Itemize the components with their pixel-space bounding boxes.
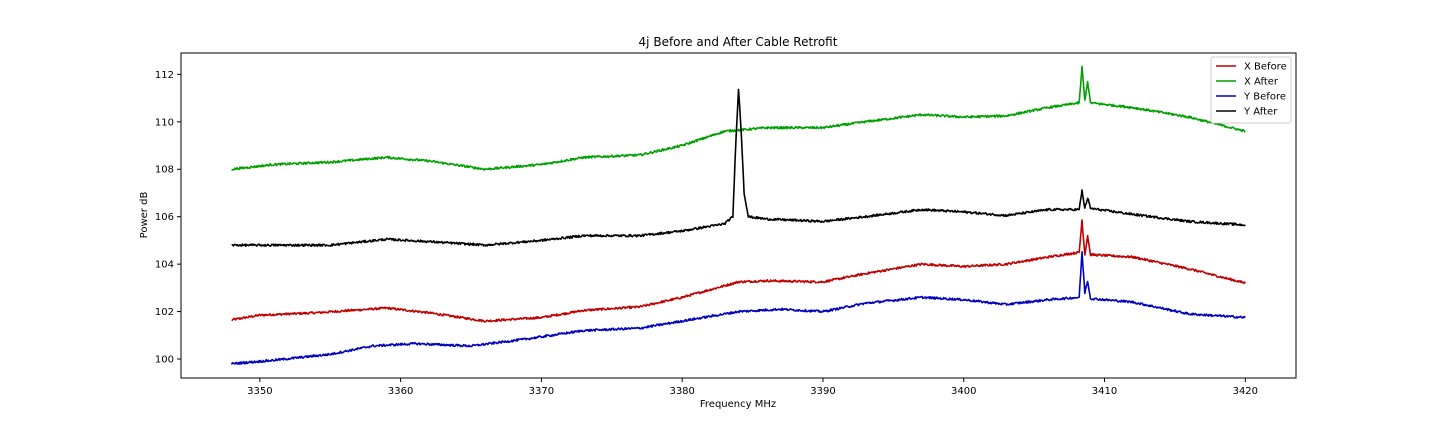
x-axis-label: Frequency MHz [700, 399, 776, 410]
legend-label-y-before: Y Before [1243, 92, 1286, 103]
plot-area [230, 65, 1246, 365]
y-tick-label: 100 [155, 355, 174, 366]
legend-label-x-before: X Before [1244, 62, 1287, 73]
x-tick-label: 3410 [1092, 386, 1117, 397]
legend-label-y-after: Y After [1243, 107, 1278, 118]
x-tick-label: 3350 [247, 386, 272, 397]
x-tick-label: 3420 [1233, 386, 1258, 397]
y-tick-label: 106 [155, 212, 174, 223]
series-line-x-after [231, 65, 1246, 171]
x-tick-label: 3380 [669, 386, 694, 397]
chart-title: 4j Before and After Cable Retrofit [639, 35, 838, 49]
y-tick-label: 108 [155, 165, 174, 176]
x-tick-label: 3390 [810, 386, 835, 397]
y-tick-label: 110 [155, 117, 174, 128]
x-tick-label: 3400 [951, 386, 976, 397]
legend-label-x-after: X After [1244, 77, 1279, 88]
plot-frame [180, 52, 1297, 379]
series-line-y-after [231, 88, 1246, 248]
legend: X Before X After Y Before Y After [1210, 56, 1292, 124]
x-tick-label: 3360 [388, 386, 413, 397]
x-axis: 3350 3360 3370 3380 3390 3400 3410 3420 [247, 378, 1258, 397]
y-axis-label: Power dB [139, 192, 150, 239]
series-line-x-before [231, 219, 1246, 323]
series-line-y-before [230, 251, 1246, 365]
y-tick-label: 112 [155, 70, 174, 81]
x-tick-label: 3370 [529, 386, 554, 397]
y-tick-label: 104 [155, 260, 174, 271]
legend-box [1210, 56, 1292, 124]
y-axis: 100 102 104 106 108 110 112 [155, 70, 181, 366]
y-tick-label: 102 [155, 307, 174, 318]
